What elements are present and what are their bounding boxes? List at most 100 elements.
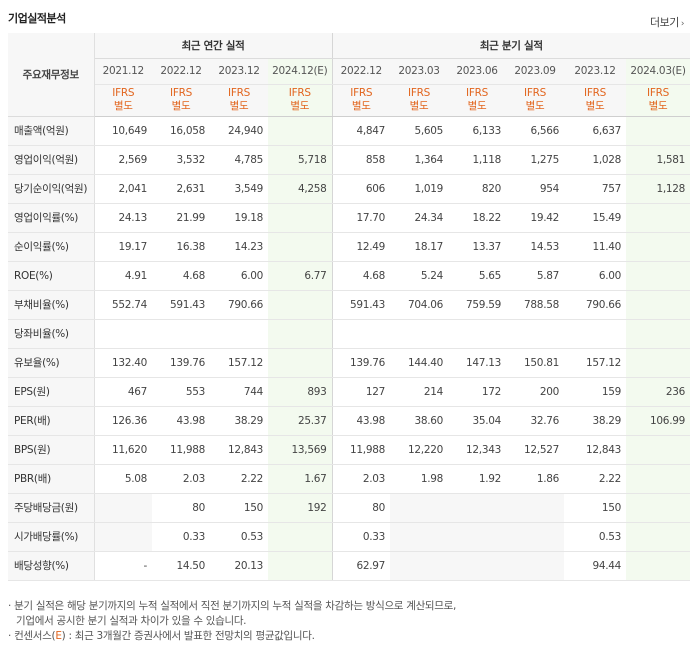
table-cell: 12,527 xyxy=(506,435,564,465)
table-cell xyxy=(152,319,210,349)
table-row: BPS(원) 11,620 11,988 12,843 13,569 11,988 12,2… xyxy=(8,435,690,465)
row-label: 유보율(%) xyxy=(8,348,95,378)
table-cell: 236 xyxy=(626,377,690,407)
table-row: 주당배당금(원) 80 150 192 80 150 xyxy=(8,493,690,523)
table-cell xyxy=(268,551,332,581)
table-cell: 24.34 xyxy=(390,203,448,233)
table-cell: 19.17 xyxy=(94,232,152,262)
row-label: 시가배당률(%) xyxy=(8,522,95,552)
table-cell: 1,128 xyxy=(626,174,690,204)
table-cell: 12,343 xyxy=(448,435,506,465)
table-cell: 5.65 xyxy=(448,261,506,291)
table-cell: 4.91 xyxy=(94,261,152,291)
period-header: 2023.03 xyxy=(390,58,448,85)
table-cell: 0.53 xyxy=(210,522,268,552)
table-cell: 4.68 xyxy=(152,261,210,291)
table-cell xyxy=(626,493,690,523)
ifrs-header: IFRS 별도 xyxy=(390,84,448,117)
table-cell: 1,019 xyxy=(390,174,448,204)
separate-label: 별도 xyxy=(467,100,487,112)
table-cell: 159 xyxy=(564,377,626,407)
row-label: PBR(배) xyxy=(8,464,95,494)
row-label: 당좌비율(%) xyxy=(8,319,95,349)
table-cell: 2.22 xyxy=(564,464,626,494)
table-cell xyxy=(268,232,332,262)
table-cell: 0.33 xyxy=(152,522,210,552)
table-cell: 790.66 xyxy=(210,290,268,320)
table-cell: 858 xyxy=(331,145,390,175)
table-cell xyxy=(626,522,690,552)
row-label: BPS(원) xyxy=(8,435,95,465)
table-row: PER(배) 126.36 43.98 38.29 25.37 43.98 38.60 35.… xyxy=(8,406,690,436)
table-cell xyxy=(626,464,690,494)
more-link[interactable]: 더보기 › xyxy=(650,14,685,30)
table-cell: 24,940 xyxy=(210,116,268,146)
table-cell: 12,843 xyxy=(210,435,268,465)
footnotes: · 분기 실적은 해당 분기까지의 누적 실적에서 직전 분기까지의 누적 실적… xyxy=(8,599,688,644)
table-cell: 24.13 xyxy=(94,203,152,233)
ifrs-header: IFRS 별도 xyxy=(448,84,506,117)
table-cell xyxy=(210,319,268,349)
table-cell: 5.08 xyxy=(94,464,152,494)
row-label: ROE(%) xyxy=(8,261,95,291)
table-cell xyxy=(564,319,626,349)
separate-label: 별도 xyxy=(229,100,249,112)
table-cell: 11,620 xyxy=(94,435,152,465)
table-cell: 150 xyxy=(210,493,268,523)
table-cell: 200 xyxy=(506,377,564,407)
table-row: 매출액(억원) 10,649 16,058 24,940 4,847 5,605 6,133… xyxy=(8,116,690,146)
ifrs-label: IFRS xyxy=(408,87,430,99)
table-cell: 16.38 xyxy=(152,232,210,262)
table-cell: 20.13 xyxy=(210,551,268,581)
table-cell xyxy=(506,522,564,552)
table-cell: 13,569 xyxy=(268,435,332,465)
table-cell xyxy=(626,232,690,262)
table-cell: 16,058 xyxy=(152,116,210,146)
table-cell: 192 xyxy=(268,493,332,523)
ifrs-header: IFRS 별도 xyxy=(564,84,626,117)
table-cell xyxy=(506,319,564,349)
table-cell xyxy=(626,435,690,465)
ifrs-header: IFRS 별도 xyxy=(94,84,152,117)
more-label[interactable]: 더보기 xyxy=(650,16,679,29)
chevron-right-icon[interactable]: › xyxy=(680,19,685,29)
ifrs-label: IFRS xyxy=(524,87,546,99)
table-cell xyxy=(626,261,690,291)
period-header: 2022.12 xyxy=(331,58,390,85)
table-cell: 606 xyxy=(331,174,390,204)
row-label: 주당배당금(원) xyxy=(8,493,95,523)
group-quarter-header: 최근 분기 실적 xyxy=(331,33,690,59)
table-cell: 12,220 xyxy=(390,435,448,465)
ifrs-header: IFRS 별도 xyxy=(506,84,564,117)
table-row: 배당성향(%) -14.50 20.13 62.97 94.44 xyxy=(8,551,690,581)
table-cell xyxy=(506,551,564,581)
table-row: 당좌비율(%) xyxy=(8,319,690,349)
table-row: 영업이익(억원) 2,569 3,532 4,785 5,718 858 1,364 1,11… xyxy=(8,145,690,175)
table-cell: 6,637 xyxy=(564,116,626,146)
table-cell: 6.00 xyxy=(564,261,626,291)
table-cell xyxy=(626,116,690,146)
table-cell: 132.40 xyxy=(94,348,152,378)
separate-label: 별도 xyxy=(351,100,371,112)
row-label: 영업이익률(%) xyxy=(8,203,95,233)
ifrs-label: IFRS xyxy=(112,87,135,99)
row-label: PER(배) xyxy=(8,406,95,436)
period-header: 2022.12 xyxy=(152,58,210,85)
table-cell xyxy=(268,203,332,233)
table-cell: 0.53 xyxy=(564,522,626,552)
table-cell: 43.98 xyxy=(152,406,210,436)
row-label: EPS(원) xyxy=(8,377,95,407)
period-header: 2024.03(E) xyxy=(626,58,690,85)
table-cell: 62.97 xyxy=(331,551,390,581)
ifrs-label: IFRS xyxy=(466,87,488,99)
table-row: ROE(%) 4.91 4.68 6.00 6.77 4.68 5.24 5.65 5.87 6.… xyxy=(8,261,690,291)
table-cell: 591.43 xyxy=(331,290,390,320)
table-cell: 19.42 xyxy=(506,203,564,233)
footnote-1-cont: 기업에서 공시한 분기 실적과 차이가 있을 수 있습니다. xyxy=(16,615,247,627)
period-header: 2023.12 xyxy=(564,58,626,85)
ifrs-header: IFRS 별도 xyxy=(152,84,210,117)
separate-label: 별도 xyxy=(171,100,191,112)
table-cell: 1,275 xyxy=(506,145,564,175)
table-cell: 1,364 xyxy=(390,145,448,175)
table-row: 당기순이익(억원) 2,041 2,631 3,549 4,258 606 1,019 820… xyxy=(8,174,690,204)
